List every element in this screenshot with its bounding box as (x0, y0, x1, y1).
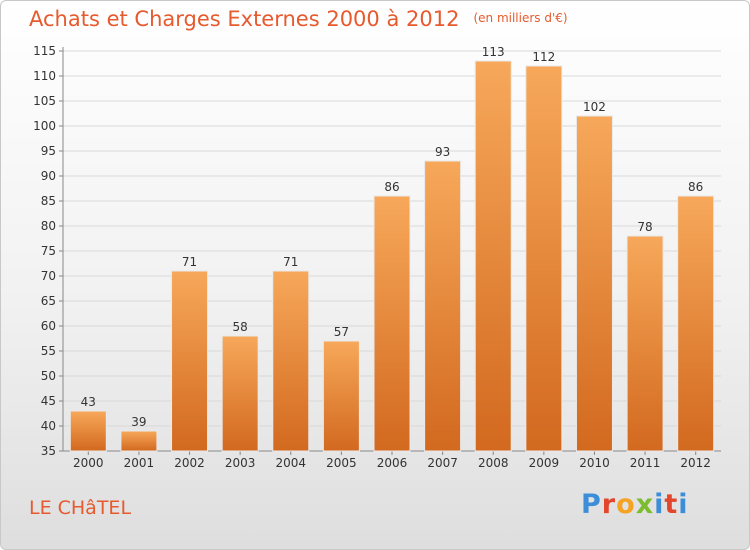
bar-2002 (171, 270, 209, 452)
bar-2000 (69, 410, 107, 452)
data-label: 86 (384, 180, 399, 194)
y-tick-label: 90 (41, 169, 56, 183)
data-label: 113 (482, 45, 505, 59)
y-tick-label: 50 (41, 369, 56, 383)
x-tick-label: 2006 (377, 456, 408, 470)
y-tick-label: 85 (41, 194, 56, 208)
proxiti-logo: Proxiti (581, 489, 689, 520)
bar-2010 (575, 115, 613, 452)
logo-letter: i (654, 489, 665, 520)
x-tick-label: 2000 (73, 456, 104, 470)
logo-letter: x (635, 489, 655, 520)
bar-2001 (120, 430, 158, 452)
y-tick-label: 45 (41, 394, 56, 408)
y-tick-label: 60 (41, 319, 56, 333)
x-tick-label: 2009 (529, 456, 560, 470)
data-label: 112 (532, 50, 555, 64)
x-tick-label: 2004 (275, 456, 306, 470)
x-tick-label: 2005 (326, 456, 357, 470)
commune-name: LE CHâTEL (29, 497, 132, 519)
data-label: 102 (583, 100, 606, 114)
bar-2005 (322, 340, 360, 452)
x-tick-label: 2003 (225, 456, 256, 470)
data-label: 58 (233, 320, 248, 334)
logo-letter: i (678, 489, 689, 520)
x-tick-label: 2008 (478, 456, 509, 470)
x-tick-label: 2011 (630, 456, 661, 470)
bar-2009 (525, 65, 563, 452)
data-label: 57 (334, 325, 349, 339)
x-tick-label: 2002 (174, 456, 205, 470)
data-label: 71 (182, 255, 197, 269)
bar-2006 (373, 195, 411, 452)
bar-2004 (272, 270, 310, 452)
bar-2011 (626, 235, 664, 452)
data-label: 78 (637, 220, 652, 234)
chart-subtitle: (en milliers d'€) (473, 11, 568, 25)
logo-letter: o (616, 489, 636, 520)
data-label: 39 (131, 415, 146, 429)
y-tick-label: 70 (41, 269, 56, 283)
data-label: 43 (81, 395, 96, 409)
x-tick-label: 2012 (680, 456, 711, 470)
bar-2008 (474, 60, 512, 452)
x-tick-label: 2010 (579, 456, 610, 470)
bars (69, 60, 715, 452)
labels: 35 40 45 50 55 60 65 70 75 80 85 90 95 100 105 110 115 43… (33, 44, 711, 470)
y-tick-label: 75 (41, 244, 56, 258)
y-tick-label: 55 (41, 344, 56, 358)
data-label: 71 (283, 255, 298, 269)
data-label: 93 (435, 145, 450, 159)
bar-2012 (677, 195, 715, 452)
y-tick-label: 115 (33, 44, 56, 58)
logo-letter: P (581, 489, 602, 520)
y-tick-label: 65 (41, 294, 56, 308)
y-tick-label: 35 (41, 444, 56, 458)
y-tick-label: 110 (33, 69, 56, 83)
y-tick-label: 105 (33, 94, 56, 108)
chart-title: Achats et Charges Externes 2000 à 2012 (e… (29, 7, 568, 31)
data-label: 86 (688, 180, 703, 194)
y-tick-label: 80 (41, 219, 56, 233)
logo-letter: t (664, 489, 679, 520)
bar-2003 (221, 335, 259, 452)
chart-title-text: Achats et Charges Externes 2000 à 2012 (29, 7, 460, 31)
logo-letter: r (601, 489, 617, 520)
y-tick-label: 40 (41, 419, 56, 433)
x-tick-label: 2007 (427, 456, 458, 470)
y-tick-label: 95 (41, 144, 56, 158)
y-tick-label: 100 (33, 119, 56, 133)
x-tick-label: 2001 (124, 456, 155, 470)
bar-2007 (424, 160, 462, 452)
